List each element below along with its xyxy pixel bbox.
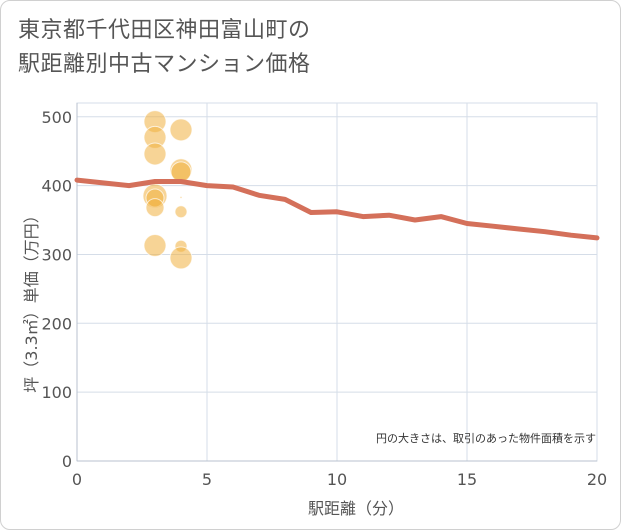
y-tick-label: 500 — [41, 108, 72, 127]
y-tick-label: 200 — [41, 314, 72, 333]
chart-title-line2: 駅距離別中古マンション価格 — [18, 52, 311, 77]
bubble-point — [143, 234, 167, 258]
x-tick-label: 5 — [202, 470, 212, 489]
chart-title: 東京都千代田区神田富山町の 駅距離別中古マンション価格 — [18, 14, 311, 82]
chart-note: 円の大きさは、取引のあった物件面積を示す — [376, 431, 596, 445]
y-tick-labels: 0 100 200 300 400 500 — [41, 108, 72, 471]
line-series-group — [74, 177, 600, 241]
line-series — [74, 177, 600, 241]
bubble-point — [169, 118, 193, 142]
x-tick-label: 15 — [457, 470, 477, 489]
bubble-point — [143, 142, 167, 166]
y-tick-label: 100 — [41, 383, 72, 402]
x-tick-labels: 0 5 10 15 20 — [72, 470, 607, 489]
bubble-point — [145, 198, 165, 218]
bubble-series — [142, 110, 193, 270]
x-axis-label: 駅距離（分） — [308, 499, 404, 518]
bubble-point — [174, 205, 188, 219]
chart-title-line1: 東京都千代田区神田富山町の — [18, 18, 311, 43]
x-tick-label: 10 — [327, 470, 347, 489]
y-tick-label: 400 — [41, 177, 72, 196]
y-axis-label: 坪（3.3㎡）単価（万円） — [22, 207, 41, 392]
bubble-point — [179, 195, 183, 199]
bubble-point — [170, 161, 192, 183]
y-tick-label: 300 — [41, 245, 72, 264]
x-tick-label: 20 — [587, 470, 607, 489]
bubble-point — [169, 246, 193, 270]
x-tick-label: 0 — [72, 470, 82, 489]
y-tick-label: 0 — [62, 452, 72, 471]
